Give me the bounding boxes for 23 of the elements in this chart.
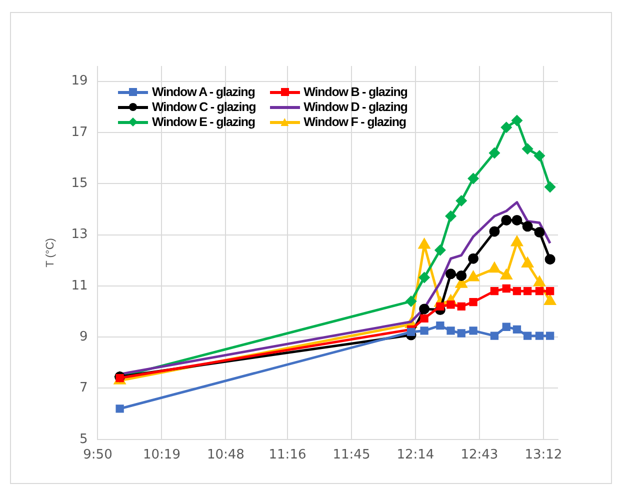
y-tick-label: 17 [71, 124, 88, 140]
x-tick-label: 9:50 [83, 448, 112, 463]
legend-label: Window D - glazing [304, 100, 408, 114]
legend-label: Window F - glazing [304, 115, 406, 129]
x-tick-label: 11:16 [268, 448, 306, 463]
y-tick-label: 15 [71, 176, 88, 192]
x-tick-label: 13:12 [524, 448, 562, 463]
legend-label: Window A - glazing [152, 85, 255, 99]
x-tick-label: 10:19 [143, 448, 180, 463]
y-tick-label: 5 [79, 432, 88, 447]
x-tick-label: 11:45 [332, 448, 370, 463]
x-tick-label: 10:48 [206, 448, 244, 463]
x-tick-label: 12:43 [460, 448, 498, 463]
legend-label: Window C - glazing [152, 100, 256, 114]
y-tick-label: 7 [79, 380, 88, 396]
legend-label: Window E - glazing [152, 115, 255, 129]
y-tick-label: 19 [71, 74, 88, 89]
y-axis-title: T (°C) [44, 238, 57, 268]
legend-label: Window B - glazing [304, 85, 408, 99]
x-tick-label: 12:14 [396, 448, 434, 463]
y-tick-label: 13 [71, 227, 88, 242]
y-tick-label: 9 [79, 329, 88, 344]
y-tick-label: 11 [71, 278, 88, 294]
